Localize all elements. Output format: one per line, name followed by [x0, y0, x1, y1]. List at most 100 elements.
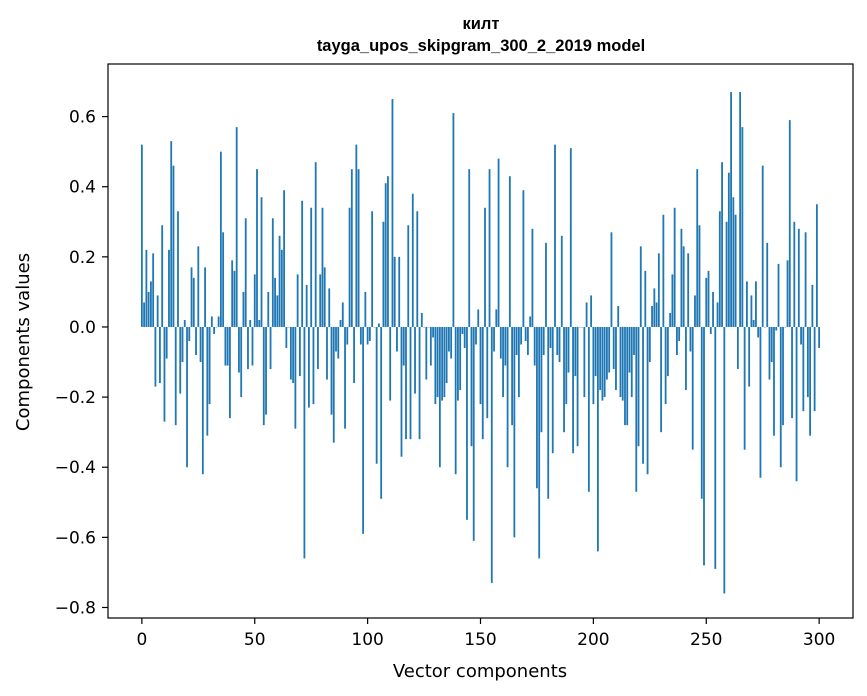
- bar: [183, 319, 186, 327]
- bar: [301, 200, 304, 327]
- bar: [576, 326, 579, 447]
- bar: [409, 326, 412, 440]
- bar: [436, 326, 439, 398]
- bar: [811, 284, 814, 327]
- bar: [574, 326, 577, 377]
- bar: [308, 326, 310, 408]
- bar: [244, 218, 247, 327]
- x-tick-label: 100: [351, 630, 383, 650]
- bar: [664, 326, 667, 405]
- bar: [477, 309, 480, 327]
- x-tick-label: 50: [244, 630, 266, 650]
- bar: [770, 326, 773, 363]
- bar: [621, 326, 624, 401]
- bar: [793, 221, 796, 327]
- bar: [371, 211, 374, 327]
- bar: [229, 326, 231, 419]
- bar: [538, 326, 541, 559]
- bar: [147, 291, 150, 327]
- bar: [204, 267, 206, 327]
- bar: [813, 326, 816, 412]
- bar: [206, 326, 209, 436]
- bar: [149, 281, 152, 327]
- bar: [219, 151, 222, 327]
- bar: [353, 326, 355, 384]
- bar: [556, 326, 559, 356]
- bar: [276, 295, 279, 327]
- bar: [540, 326, 543, 433]
- bar: [210, 316, 213, 327]
- bar: [748, 326, 751, 387]
- bar: [285, 326, 288, 349]
- bar: [238, 326, 240, 373]
- bar: [411, 193, 414, 327]
- bar: [531, 228, 534, 327]
- bar: [682, 246, 685, 327]
- bar: [350, 169, 353, 327]
- bar: [660, 326, 663, 433]
- bar: [231, 260, 234, 327]
- bar: [355, 144, 358, 327]
- bar: [154, 326, 157, 387]
- bar: [414, 326, 416, 394]
- bar: [269, 326, 272, 370]
- bar: [599, 326, 602, 391]
- bar: [271, 218, 274, 327]
- bar: [718, 211, 721, 327]
- bar: [782, 326, 784, 426]
- bar: [610, 232, 613, 327]
- bar: [657, 253, 660, 327]
- bar: [630, 326, 633, 398]
- bar: [249, 319, 252, 327]
- bar: [648, 326, 651, 363]
- bar: [348, 207, 351, 327]
- bar: [730, 92, 732, 327]
- bar: [317, 326, 319, 370]
- bar: [594, 326, 597, 377]
- bar: [736, 326, 739, 370]
- bar: [312, 326, 315, 405]
- bar: [233, 270, 236, 327]
- bar: [181, 326, 184, 363]
- bar: [235, 127, 238, 327]
- bar: [265, 326, 267, 415]
- bar: [585, 302, 588, 327]
- bar: [545, 242, 547, 327]
- bar: [666, 326, 669, 377]
- bar: [337, 326, 340, 359]
- bar: [407, 225, 410, 327]
- bar: [517, 326, 520, 398]
- bar: [463, 326, 466, 349]
- bar: [786, 260, 789, 327]
- bar: [529, 316, 532, 327]
- bar: [755, 281, 757, 327]
- bar: [624, 326, 626, 426]
- bar: [779, 326, 782, 468]
- bar: [709, 326, 712, 334]
- bar: [495, 309, 498, 327]
- bar: [188, 326, 191, 341]
- bar: [186, 326, 188, 468]
- bar: [524, 326, 527, 341]
- bar: [707, 270, 710, 327]
- bar: [511, 326, 514, 426]
- bar: [344, 326, 346, 429]
- bar: [560, 235, 563, 327]
- bar: [800, 326, 802, 345]
- bar: [262, 326, 265, 426]
- bar: [567, 326, 570, 373]
- bar: [447, 326, 450, 352]
- x-tick-label: 0: [136, 630, 147, 650]
- bar: [438, 326, 441, 468]
- bar: [493, 326, 495, 352]
- bar: [197, 246, 200, 327]
- bar: [705, 277, 708, 327]
- bar: [698, 225, 701, 327]
- bar: [743, 326, 746, 450]
- bar: [450, 326, 453, 359]
- bar: [734, 214, 737, 327]
- bar: [504, 326, 507, 366]
- bar: [565, 326, 568, 405]
- bar: [759, 326, 762, 478]
- bar: [405, 326, 407, 440]
